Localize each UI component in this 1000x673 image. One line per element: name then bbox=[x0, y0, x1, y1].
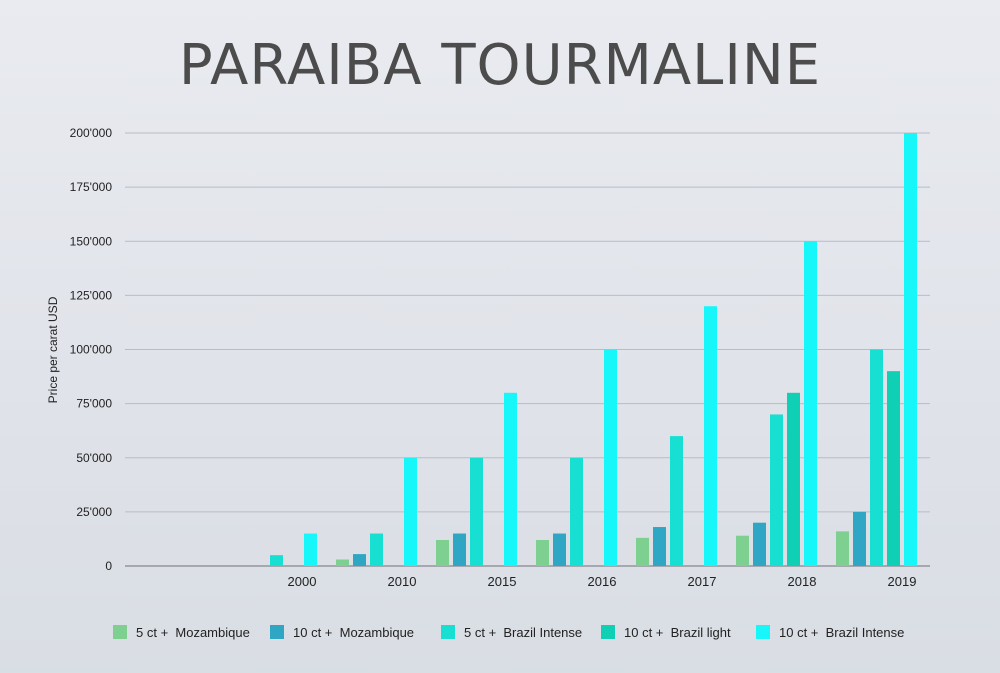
bar bbox=[553, 533, 566, 566]
bar bbox=[653, 527, 666, 566]
bar bbox=[770, 414, 783, 566]
bar bbox=[904, 133, 917, 566]
bar bbox=[470, 457, 483, 566]
legend-label: 10 ct + Mozambique bbox=[293, 625, 414, 640]
bars bbox=[270, 133, 917, 566]
bar bbox=[670, 436, 683, 566]
bar bbox=[436, 540, 449, 566]
bar bbox=[504, 392, 517, 566]
legend-label: 5 ct + Mozambique bbox=[136, 625, 250, 640]
y-tick-label: 100'000 bbox=[70, 343, 113, 357]
legend-swatch bbox=[113, 625, 127, 639]
bar bbox=[787, 392, 800, 566]
bar bbox=[753, 522, 766, 566]
legend-swatch bbox=[756, 625, 770, 639]
bar bbox=[870, 349, 883, 566]
bar bbox=[370, 533, 383, 566]
bar bbox=[887, 371, 900, 566]
y-axis-label: Price per carat USD bbox=[46, 296, 60, 403]
y-tick-label: 0 bbox=[105, 559, 112, 573]
x-tick-label: 2019 bbox=[888, 574, 917, 589]
chart-title: PARAIBA TOURMALINE bbox=[179, 33, 821, 98]
bar bbox=[636, 537, 649, 566]
tick-labels: 0 25'000 50'000 75'000 100'000 125'000 150'000… bbox=[70, 126, 917, 589]
y-tick-label: 75'000 bbox=[76, 397, 112, 411]
x-tick-label: 2018 bbox=[788, 574, 817, 589]
legend-swatch bbox=[601, 625, 615, 639]
y-tick-label: 200'000 bbox=[70, 126, 113, 140]
bar bbox=[336, 559, 349, 566]
legend-swatch bbox=[270, 625, 284, 639]
x-tick-label: 2000 bbox=[288, 574, 317, 589]
bar bbox=[453, 533, 466, 566]
bar bbox=[836, 531, 849, 566]
bar bbox=[853, 511, 866, 566]
y-tick-label: 175'000 bbox=[70, 180, 113, 194]
bar bbox=[604, 349, 617, 566]
bar bbox=[270, 555, 283, 566]
legend-label: 5 ct + Brazil Intense bbox=[464, 625, 582, 640]
legend: 5 ct + Mozambique 10 ct + Mozambique 5 ct … bbox=[113, 625, 904, 640]
x-tick-label: 2017 bbox=[688, 574, 717, 589]
legend-label: 10 ct + Brazil light bbox=[624, 625, 731, 640]
legend-label: 10 ct + Brazil Intense bbox=[779, 625, 904, 640]
y-tick-label: 150'000 bbox=[70, 234, 113, 248]
bar bbox=[404, 457, 417, 566]
legend-swatch bbox=[441, 625, 455, 639]
x-tick-label: 2010 bbox=[388, 574, 417, 589]
y-tick-label: 50'000 bbox=[76, 451, 112, 465]
y-tick-label: 25'000 bbox=[76, 505, 112, 519]
bar bbox=[804, 241, 817, 566]
x-tick-label: 2015 bbox=[488, 574, 517, 589]
grid-lines bbox=[125, 132, 930, 567]
bar bbox=[304, 533, 317, 566]
bar bbox=[736, 535, 749, 566]
bar bbox=[353, 554, 366, 566]
y-tick-label: 125'000 bbox=[70, 288, 113, 302]
bar bbox=[536, 540, 549, 566]
bar bbox=[570, 457, 583, 566]
x-tick-label: 2016 bbox=[588, 574, 617, 589]
bar bbox=[704, 306, 717, 566]
